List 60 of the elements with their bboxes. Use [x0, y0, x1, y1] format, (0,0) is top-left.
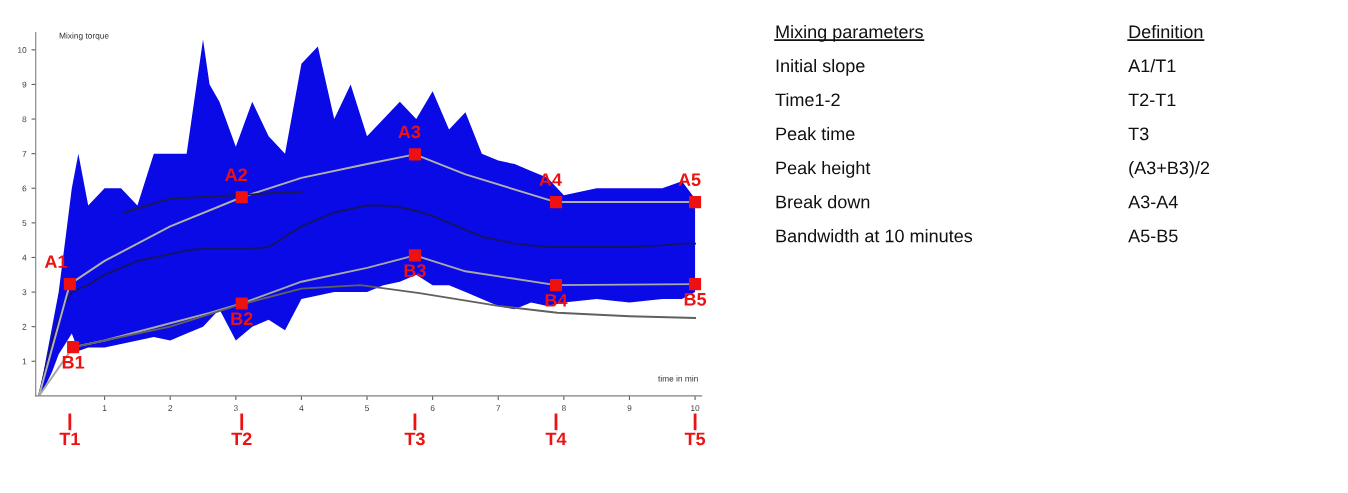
text: Peak time: [776, 126, 855, 141]
y-tick-label: 3: [22, 289, 27, 296]
text: A3-A4: [1128, 195, 1178, 209]
annotation: A5: [678, 173, 701, 187]
annotation: A2: [225, 168, 247, 182]
y-tick-label: 4: [22, 254, 27, 261]
y-tick-label: 7: [22, 150, 27, 157]
point: [235, 191, 248, 204]
point: [408, 249, 422, 262]
point: [688, 278, 702, 291]
text: T2: [231, 432, 252, 446]
x-tick-label: 5: [365, 405, 370, 412]
text: T1: [59, 432, 80, 446]
y-tick-label: 9: [22, 81, 27, 88]
text: Initial slope: [776, 58, 865, 76]
text: Mixing parameters: [776, 24, 923, 42]
point: [549, 279, 563, 292]
x-tick-label: 7: [496, 405, 501, 411]
y-tick-label: 6: [22, 185, 27, 192]
x-tick-label: 9: [627, 405, 632, 412]
y-tick-label: 1: [22, 358, 27, 365]
text: T4: [545, 432, 567, 446]
x-tick-label: 3: [233, 405, 238, 412]
text: T3: [1128, 127, 1149, 141]
text: Break down: [776, 195, 870, 209]
y-tick-label: 10: [18, 47, 27, 53]
text: T2-T1: [1128, 93, 1176, 107]
x-tick-label: 8: [561, 405, 566, 412]
text: A5-B5: [1128, 229, 1178, 243]
y-tick-label: 5: [22, 220, 27, 226]
y-tick-label: 2: [22, 323, 27, 330]
y-tick-label: 8: [22, 116, 27, 123]
point: [549, 196, 563, 209]
annotation: B2: [231, 312, 253, 325]
annotation: B1: [62, 356, 85, 369]
annotation: B3: [404, 264, 426, 278]
x-tick-label: 2: [168, 405, 173, 411]
line-series: [123, 190, 303, 214]
text: Time1-2: [775, 92, 840, 107]
text: Peak height: [776, 161, 871, 178]
text: T3: [404, 432, 425, 446]
annotation: A3: [398, 125, 421, 139]
point: [63, 278, 76, 291]
y-axis-title: Mixing torque: [59, 32, 109, 41]
point: [235, 297, 248, 310]
x-axis-title: time in min: [658, 375, 698, 382]
text: T5: [684, 432, 706, 446]
text: A1/T1: [1128, 58, 1176, 73]
annotation: B5: [684, 293, 707, 306]
text: Definition: [1129, 24, 1203, 39]
annotation: B4: [545, 294, 568, 307]
x-tick-label: 10: [691, 405, 700, 412]
text: (A3+B3)/2: [1129, 161, 1210, 178]
x-tick-label: 4: [299, 405, 304, 411]
point: [688, 196, 702, 209]
point: [408, 148, 422, 161]
x-tick-label: 1: [102, 405, 107, 411]
text: Bandwidth at 10 minutes: [776, 229, 973, 243]
x-tick-label: 6: [430, 405, 435, 412]
point: [67, 341, 80, 354]
